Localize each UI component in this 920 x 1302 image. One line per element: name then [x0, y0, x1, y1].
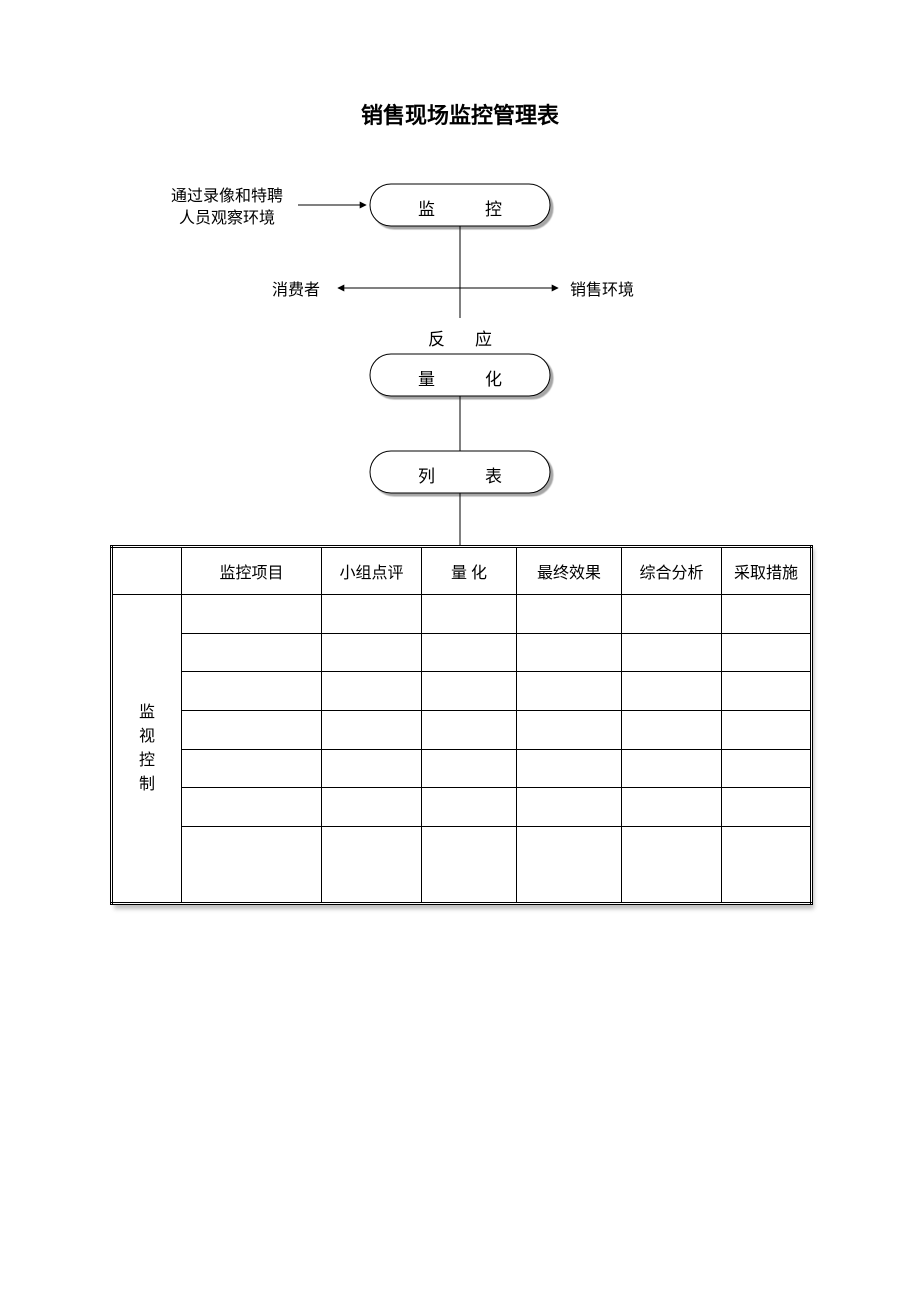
th-blank	[112, 547, 182, 595]
table-row	[112, 710, 812, 749]
rowhead-vertical: 监 视 控 制	[112, 595, 182, 904]
pill-quantify-text: 量化	[370, 365, 550, 390]
desc-line2: 人员观察环境	[179, 210, 275, 227]
table-row	[112, 826, 812, 903]
table-row: 监 视 控 制	[112, 595, 812, 634]
table-row	[112, 788, 812, 827]
table-row	[112, 749, 812, 788]
th-analysis: 综合分析	[622, 547, 722, 595]
label-sales-env: 销售环境	[570, 280, 634, 302]
table-row	[112, 633, 812, 672]
pill-monitor-text: 监控	[370, 195, 550, 220]
table-row	[112, 672, 812, 711]
th-item: 监控项目	[182, 547, 322, 595]
label-consumer: 消费者	[272, 280, 320, 302]
th-action: 采取措施	[722, 547, 812, 595]
desc-line1: 通过录像和特聘	[171, 188, 283, 205]
grid: 监控项目 小组点评 量 化 最终效果 综合分析 采取措施 监 视 控 制	[110, 545, 813, 905]
th-review: 小组点评	[322, 547, 422, 595]
table-header-row: 监控项目 小组点评 量 化 最终效果 综合分析 采取措施	[112, 547, 812, 595]
th-effect: 最终效果	[517, 547, 622, 595]
pill-list-text: 列表	[370, 462, 550, 487]
monitor-table: 监控项目 小组点评 量 化 最终效果 综合分析 采取措施 监 视 控 制	[110, 545, 810, 905]
desc-text: 通过录像和特聘 人员观察环境	[152, 186, 302, 229]
label-reaction: 反应	[370, 325, 550, 350]
th-quant: 量 化	[422, 547, 517, 595]
